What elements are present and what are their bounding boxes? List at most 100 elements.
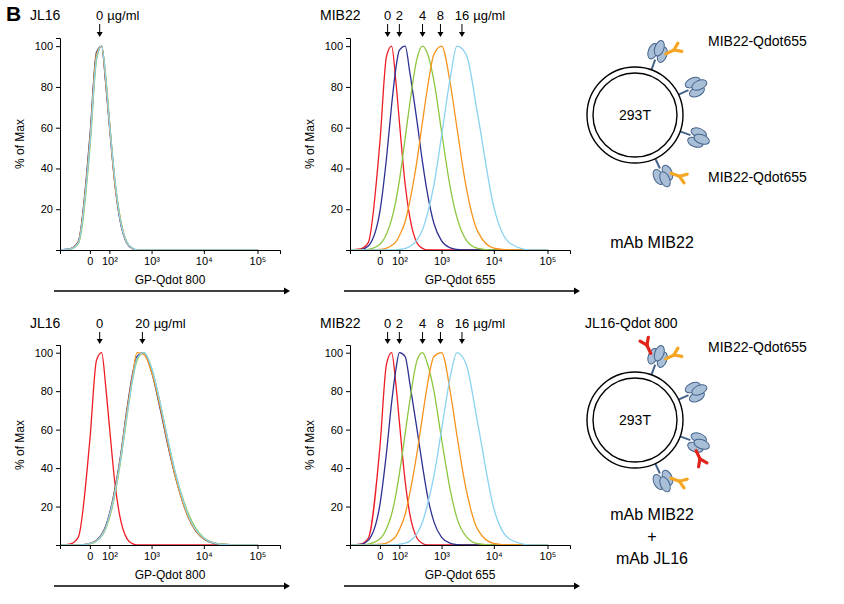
y-tick-label: 20 (331, 203, 343, 215)
histogram-line (60, 46, 257, 250)
annotation-arrowhead (420, 339, 426, 344)
x-tick: 0 (377, 250, 383, 267)
x-tick-label: 10⁵ (540, 550, 557, 562)
y-tick-label: 100 (325, 40, 343, 52)
x-tick-label: 0 (377, 550, 383, 562)
x-tick-mark (547, 250, 548, 254)
glycoprotein-lobe (693, 132, 711, 146)
x-tick: 10⁴ (196, 545, 213, 562)
y-tick: 80 (41, 81, 60, 93)
x-axis-title: GP-Qdot 800 (135, 568, 206, 582)
histogram-line (350, 46, 547, 250)
x-tick: 10² (102, 545, 118, 562)
panel-title: MIB22 (320, 7, 361, 23)
x-axis-arrow (54, 290, 284, 292)
plot-lines (60, 46, 257, 250)
x-axis-arrow (54, 585, 284, 587)
y-tick: 40 (331, 462, 350, 474)
y-tick-mark (56, 168, 60, 169)
cell-membrane-outer (587, 67, 683, 163)
annotation-arrowhead (459, 339, 465, 344)
x-axis-line (351, 251, 571, 255)
glycoprotein-lobe (690, 383, 708, 398)
x-tick: 10⁴ (196, 250, 213, 267)
histogram-line (60, 353, 257, 545)
plot-lines (350, 353, 547, 545)
x-axis-line (61, 251, 281, 255)
y-tick: 100 (35, 40, 60, 52)
x-tick: 0 (87, 250, 93, 267)
x-tick-label: 10² (102, 255, 118, 267)
x-tick: 10⁵ (250, 545, 267, 562)
histogram-line (60, 46, 257, 250)
x-tick: 0 (87, 545, 93, 562)
histogram-line (350, 46, 547, 250)
y-tick: 20 (41, 501, 60, 513)
x-axis: 010²10³10⁴10⁵ (351, 545, 571, 562)
antibody (671, 167, 690, 186)
y-tick-label: 40 (41, 162, 53, 174)
cell-membrane-inner (593, 378, 677, 462)
x-axis-arrowhead (284, 288, 290, 295)
panel: 010²10³10⁴10⁵20406080100% of MaxGP-Qdot … (303, 315, 580, 590)
y-tick-mark (56, 46, 60, 47)
y-tick-mark (346, 128, 350, 129)
glycoprotein-stem (655, 159, 660, 169)
y-tick-mark (346, 507, 350, 508)
antibody (637, 335, 655, 353)
antibody-part (674, 43, 678, 51)
y-tick-mark (56, 128, 60, 129)
histogram-line (350, 46, 547, 250)
x-tick-mark (494, 250, 495, 254)
y-tick: 20 (331, 501, 350, 513)
cell-label: 293T (619, 107, 651, 123)
y-tick: 60 (331, 122, 350, 134)
x-tick-label: 10⁵ (250, 550, 267, 562)
x-tick-label: 10² (102, 550, 118, 562)
y-tick-label: 40 (331, 462, 343, 474)
x-axis-arrowhead (284, 583, 290, 590)
annotation-arrowhead (437, 32, 443, 37)
histogram-line (60, 46, 257, 250)
y-tick-mark (346, 468, 350, 469)
antibody-label: MIB22-Qdot655 (708, 339, 807, 355)
y-tick: 100 (325, 347, 350, 359)
annotation-label: 0 (384, 8, 391, 23)
y-tick: 60 (41, 424, 60, 436)
y-tick-label: 100 (35, 40, 53, 52)
y-tick-label: 20 (41, 501, 53, 513)
histogram-line (350, 353, 547, 545)
y-tick-label: 80 (331, 81, 343, 93)
x-tick-mark (494, 545, 495, 549)
antibody-part (674, 348, 678, 356)
y-tick-label: 80 (331, 385, 343, 397)
histogram-line (60, 353, 257, 545)
y-tick: 40 (41, 162, 60, 174)
y-tick-label: 80 (41, 385, 53, 397)
x-tick: 0 (377, 545, 383, 562)
y-tick-mark (56, 507, 60, 508)
y-tick: 60 (41, 122, 60, 134)
x-axis-title: GP-Qdot 655 (425, 568, 496, 582)
y-tick-mark (346, 87, 350, 88)
x-axis-title: GP-Qdot 800 (135, 273, 206, 287)
x-tick-label: 0 (87, 550, 93, 562)
annotation-unit: µg/ml (473, 8, 505, 23)
x-axis-arrowhead (574, 583, 580, 590)
x-tick-label: 10⁵ (540, 255, 557, 267)
y-axis: 20406080100 (325, 39, 351, 251)
antibody (691, 451, 709, 469)
y-tick-label: 20 (331, 501, 343, 513)
x-tick-mark (152, 250, 153, 254)
y-tick-label: 40 (41, 462, 53, 474)
x-tick-label: 10³ (434, 550, 450, 562)
x-tick-mark (90, 545, 91, 549)
annotation-arrowhead (459, 32, 465, 37)
x-tick-label: 0 (377, 255, 383, 267)
x-tick: 10² (392, 250, 408, 267)
glycoprotein-stem (651, 60, 655, 70)
y-tick: 80 (331, 81, 350, 93)
histogram-line (350, 353, 547, 545)
annotation-label: 8 (437, 8, 444, 23)
x-tick-mark (399, 250, 400, 254)
